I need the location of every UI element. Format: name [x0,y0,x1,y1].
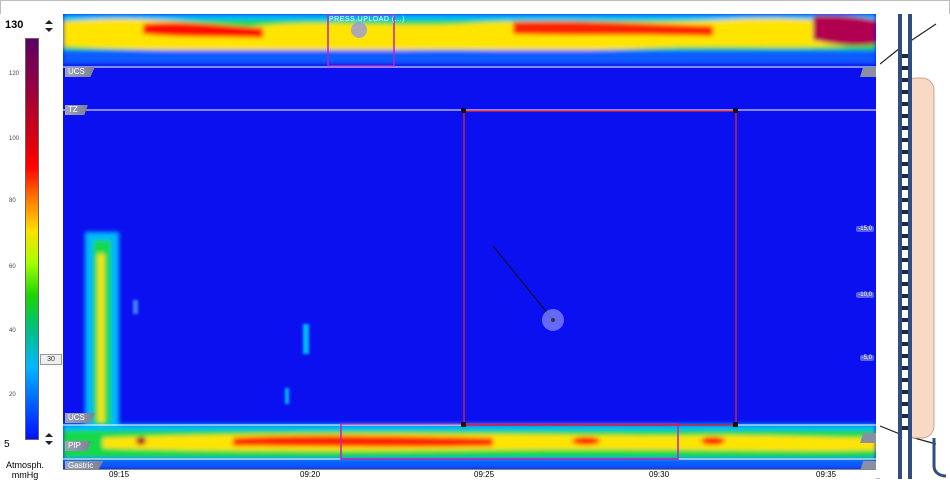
pressure-colorbar [25,38,39,440]
les-pressure-band [63,424,876,469]
lane-handle-right[interactable] [860,433,876,443]
selection-title: PRESS.UPLOAD (...) [329,16,405,23]
stomach-outline [932,438,947,478]
time-axis: 09:15 09:20 09:25 09:30 09:35 [63,469,876,480]
pressure-scale-panel: 130 120 100 80 60 40 20 30 5 Atmosph. mm… [0,14,64,480]
pressure-topography-plot[interactable]: PRESS.UPLOAD (...) UCS TZ UCS PIP Gastri… [63,14,876,469]
faint-spots [133,300,309,404]
scale-tick: 40 [9,328,16,334]
scale-min-value[interactable]: 5 [4,439,10,450]
selection-handle [461,108,466,113]
lane-label-pip[interactable]: PIP [65,441,91,451]
lane-label-tz[interactable]: TZ [65,105,88,115]
time-tick: 09:15 [109,470,130,479]
scale-max-value[interactable]: 130 [5,19,24,31]
scale-min-spinner-icon[interactable] [44,432,54,446]
pressure-heatmap [63,14,876,469]
depth-tag: -5,0 [859,355,874,361]
ues-pressure-band [63,14,876,64]
scale-tick: 100 [9,136,20,142]
selection-handle [733,108,738,113]
scale-tick: 120 [9,71,20,77]
selection-handle [461,422,466,427]
unit-line-1: Atmosph. [5,460,45,470]
lane-label-ucs-top[interactable]: UCS [65,67,95,77]
cursor-line [492,245,554,321]
selection-handle [733,422,738,427]
les-marker-box [340,423,679,460]
time-tick: 09:35 [816,470,837,479]
depth-tag: -10,0 [856,292,874,298]
analysis-selection-box [463,110,737,426]
time-tick: 09:20 [300,470,321,479]
scale-tick: 80 [9,198,16,204]
swallow-plume [85,232,119,432]
pressure-unit-label: Atmosph. mmHg [3,460,47,480]
unit-line-2: mmHg [11,470,39,480]
catheter-diagram [879,14,947,479]
ues-marker-box [327,14,395,67]
catheter-diagram-panel [879,14,950,479]
depth-tag: -15,0 [856,226,874,232]
lane-handle-right[interactable] [860,67,876,77]
scale-tick: 20 [9,392,16,398]
scale-tick: 60 [9,264,16,270]
scale-max-spinner-icon[interactable] [44,19,54,33]
top-cursor-handle [351,22,367,38]
time-tick: 09:25 [474,470,495,479]
time-tick: 09:30 [649,470,670,479]
lane-label-gastric[interactable]: Gastric [65,461,104,469]
threshold-marker[interactable]: 30 [40,354,62,365]
lane-label-ucs-bottom[interactable]: UCS [65,413,95,423]
lane-handle-right[interactable] [860,461,876,469]
